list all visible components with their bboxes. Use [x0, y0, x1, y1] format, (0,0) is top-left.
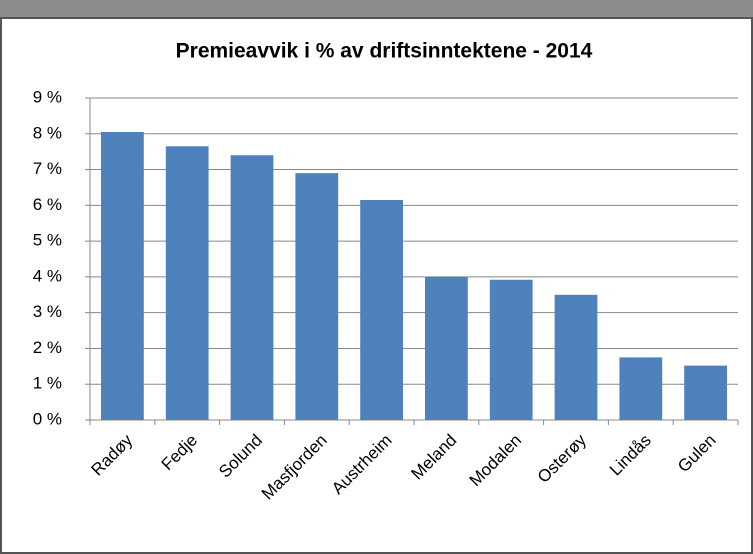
bar — [684, 365, 727, 420]
bar — [230, 155, 274, 420]
frame — [0, 17, 753, 554]
bar — [489, 279, 533, 420]
bar — [165, 146, 209, 421]
bar — [425, 276, 468, 420]
y-tick-label: 9 % — [33, 87, 62, 106]
y-tick-label: 7 % — [33, 159, 62, 178]
y-tick-label: 0 % — [33, 409, 62, 428]
y-tick-label: 3 % — [33, 302, 62, 321]
y-tick-label: 8 % — [33, 123, 62, 142]
y-tick-label: 2 % — [33, 338, 62, 357]
y-tick-label: 5 % — [33, 231, 62, 250]
y-tick-label: 1 % — [33, 374, 62, 393]
bar — [619, 357, 663, 420]
top-band — [0, 0, 753, 18]
bar — [295, 173, 339, 420]
y-tick-label: 4 % — [33, 266, 62, 285]
chart-title: Premieavvik i % av driftsinntektene - 20… — [176, 40, 593, 63]
bar — [101, 131, 144, 420]
y-tick-label: 6 % — [33, 195, 62, 214]
bar — [554, 294, 598, 420]
bar — [360, 199, 403, 420]
